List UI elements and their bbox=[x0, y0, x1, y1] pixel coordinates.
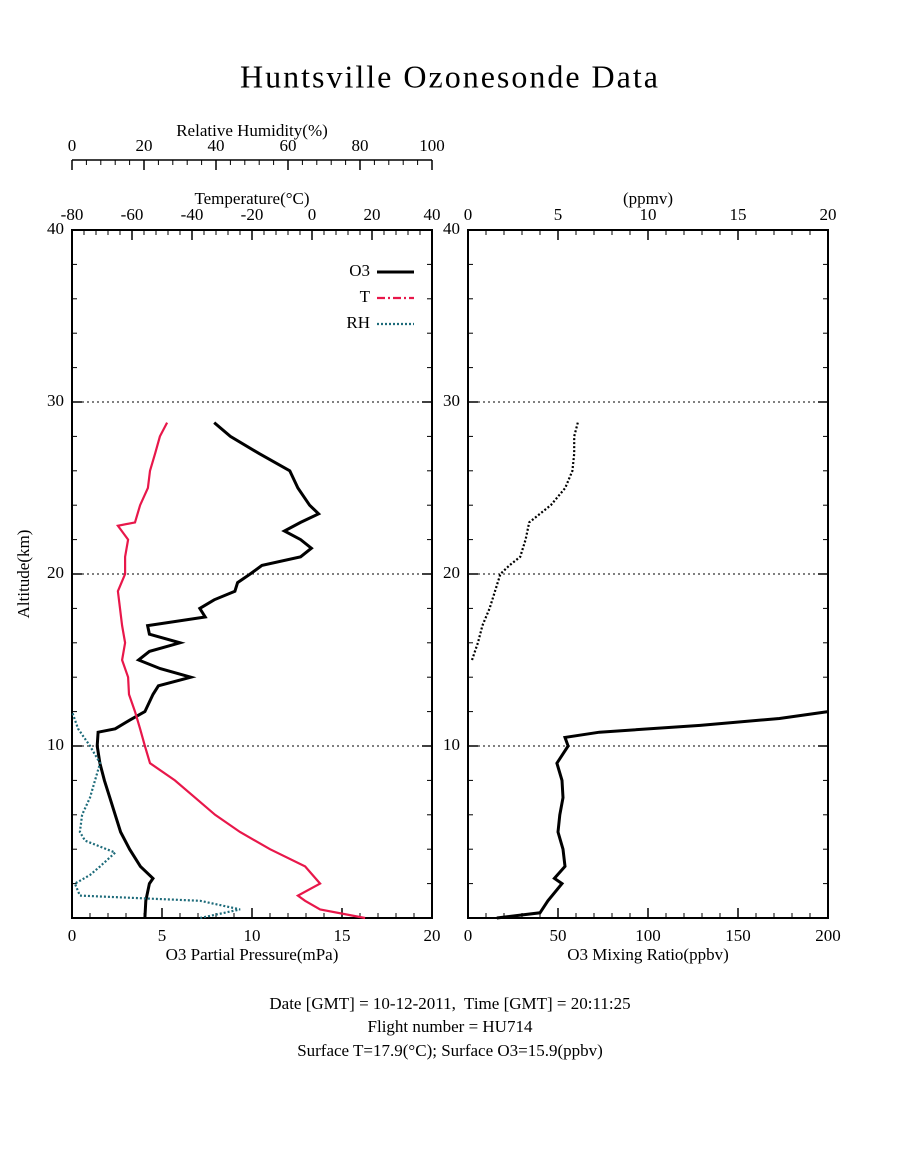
tick-label: 100 bbox=[635, 926, 661, 945]
legend-label: T bbox=[360, 287, 371, 306]
tick-label: 80 bbox=[352, 136, 369, 155]
tick-label: 20 bbox=[136, 136, 153, 155]
y-tick-label: 10 bbox=[47, 735, 64, 754]
tick-label: 0 bbox=[68, 136, 77, 155]
y-axis-title: Altitude(km) bbox=[14, 530, 33, 619]
tick-label: -60 bbox=[121, 205, 144, 224]
series-line bbox=[470, 422, 579, 661]
tick-label: 150 bbox=[725, 926, 751, 945]
tick-label: -40 bbox=[181, 205, 204, 224]
tick-label: 10 bbox=[640, 205, 657, 224]
y-tick-label: 20 bbox=[443, 563, 460, 582]
tick-label: 15 bbox=[730, 205, 747, 224]
tick-label: 10 bbox=[244, 926, 261, 945]
axis-title: O3 Partial Pressure(mPa) bbox=[166, 945, 339, 964]
tick-label: 20 bbox=[820, 205, 837, 224]
footer-line: Date [GMT] = 10-12-2011, Time [GMT] = 20… bbox=[269, 994, 630, 1013]
legend-label: RH bbox=[346, 313, 370, 332]
axis-title: Temperature(°C) bbox=[194, 189, 309, 208]
tick-label: 20 bbox=[424, 926, 441, 945]
tick-label: 5 bbox=[158, 926, 167, 945]
y-tick-label: 30 bbox=[443, 391, 460, 410]
tick-label: 0 bbox=[464, 926, 473, 945]
y-tick-label: 40 bbox=[47, 219, 64, 238]
tick-label: 40 bbox=[424, 205, 441, 224]
series-line bbox=[496, 710, 829, 920]
legend-label: O3 bbox=[349, 261, 370, 280]
footer-line: Surface T=17.9(°C); Surface O3=15.9(ppbv… bbox=[297, 1041, 603, 1060]
tick-label: -20 bbox=[241, 205, 264, 224]
tick-label: 60 bbox=[280, 136, 297, 155]
tick-label: 50 bbox=[550, 926, 567, 945]
tick-label: -80 bbox=[61, 205, 84, 224]
y-tick-label: 10 bbox=[443, 735, 460, 754]
series-line bbox=[95, 421, 322, 919]
tick-label: 0 bbox=[464, 205, 473, 224]
series-line bbox=[115, 422, 366, 920]
tick-label: 40 bbox=[208, 136, 225, 155]
tick-label: 100 bbox=[419, 136, 445, 155]
y-tick-label: 40 bbox=[443, 219, 460, 238]
page-title: Huntsville Ozonesonde Data bbox=[240, 58, 660, 94]
axis-title: O3 Mixing Ratio(ppbv) bbox=[567, 945, 729, 964]
y-tick-label: 30 bbox=[47, 391, 64, 410]
y-tick-label: 20 bbox=[47, 563, 64, 582]
footer-line: Flight number = HU714 bbox=[368, 1017, 533, 1036]
tick-label: 0 bbox=[308, 205, 317, 224]
tick-label: 20 bbox=[364, 205, 381, 224]
axis-title: Relative Humidity(%) bbox=[176, 121, 328, 140]
tick-label: 15 bbox=[334, 926, 351, 945]
axis-title: (ppmv) bbox=[623, 189, 673, 208]
tick-label: 5 bbox=[554, 205, 563, 224]
tick-label: 200 bbox=[815, 926, 841, 945]
series-line bbox=[70, 711, 241, 920]
tick-label: 0 bbox=[68, 926, 77, 945]
